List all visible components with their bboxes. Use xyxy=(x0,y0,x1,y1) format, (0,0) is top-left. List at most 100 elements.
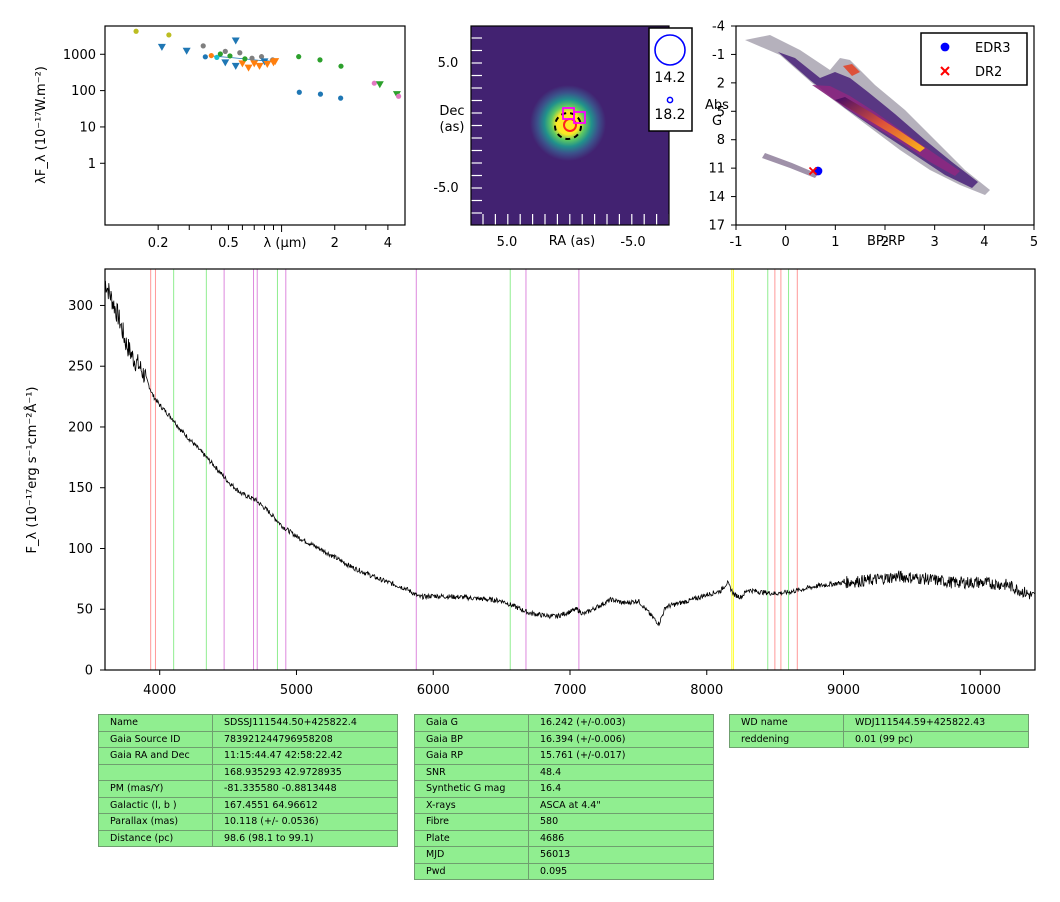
table1-row-4: PM (mas/Y) -81.335580 -0.8813448 xyxy=(98,780,398,798)
table1-key-4: PM (mas/Y) xyxy=(98,780,213,798)
sed-point-32 xyxy=(338,95,344,101)
hrd-ytick-label-2: 2 xyxy=(717,76,725,91)
table1-row-0: Name SDSSJ111544.50+425822.4 xyxy=(98,714,398,732)
hrd-legend-box xyxy=(920,32,1028,86)
hrd-ytick-label-5: 11 xyxy=(708,162,725,177)
table1-value-4: -81.335580 -0.8813448 xyxy=(212,780,398,798)
hrd-xtick-label-0: -1 xyxy=(730,235,743,250)
table2-value-6: 580 xyxy=(528,813,714,831)
table3-row-0: WD name WDJ111544.59+425822.43 xyxy=(729,714,1029,732)
hrd-dr2-stroke-2 xyxy=(808,166,818,176)
spectrum-xtick-label-1: 5000 xyxy=(280,683,313,698)
info-table-2: Gaia G 16.242 (+/-0.003) Gaia BP 16.394 (+/… xyxy=(414,714,714,880)
table1-key-5: Galactic (l, b ) xyxy=(98,796,213,814)
sed-point-20 xyxy=(255,62,264,70)
table1-value-1: 783921244796958208 xyxy=(212,730,398,748)
spectrum-panel: 0 50 100 150 200 250 300 4000 5000 6000 7000 8000 90… xyxy=(24,268,1036,698)
table2-value-1: 16.394 (+/-0.006) xyxy=(528,730,714,748)
sed-point-15 xyxy=(238,60,247,68)
hrd-ytick-label-1: -1 xyxy=(712,48,725,63)
table2-row-9: Pwd 0.095 xyxy=(414,862,714,880)
sed-ytick-label-3: 1 xyxy=(88,157,96,172)
sed-point-16 xyxy=(242,56,248,62)
hrd-ytick-label-6: 14 xyxy=(708,190,725,205)
dashed-target-circle xyxy=(554,112,582,140)
hrd-xtick-label-3: 2 xyxy=(881,235,889,250)
sed-xtick-label-2: 2 xyxy=(331,236,339,251)
table1-key-7: Distance (pc) xyxy=(98,829,213,847)
hrd-density xyxy=(745,35,990,195)
table1-value-6: 10.118 (+/- 0.0536) xyxy=(212,813,398,831)
spectrum-ytick-label-4: 200 xyxy=(68,420,93,435)
table2-key-6: Fibre xyxy=(414,813,529,831)
image-xtick-left: 5.0 xyxy=(497,235,518,250)
spectrum-xtick-label-2: 6000 xyxy=(417,683,450,698)
table2-value-5: ASCA at 4.4" xyxy=(528,796,714,814)
hrd-legend-edr3-label: EDR3 xyxy=(975,41,1011,56)
table2-key-8: MJD xyxy=(414,846,529,864)
table2-key-7: Plate xyxy=(414,829,529,847)
table2-key-4: Synthetic G mag xyxy=(414,780,529,798)
sed-point-14 xyxy=(237,50,243,56)
image-ytick-bottom: -5.0 xyxy=(433,181,458,196)
table2-key-1: Gaia BP xyxy=(414,730,529,748)
legend-mag-2: 18.2 xyxy=(654,107,685,123)
sed-point-34 xyxy=(375,81,384,89)
table2-value-3: 48.4 xyxy=(528,763,714,781)
sed-point-3 xyxy=(182,47,191,55)
sed-point-27 xyxy=(296,54,302,60)
sed-point-1 xyxy=(166,32,172,38)
table1-key-2: Gaia RA and Dec xyxy=(98,747,213,765)
table1-row-5: Galactic (l, b ) 167.4551 64.96612 xyxy=(98,796,398,814)
spectrum-xtick-label-6: 10000 xyxy=(960,683,1001,698)
hrd-xtick-label-5: 4 xyxy=(980,235,988,250)
sed-point-19 xyxy=(250,60,259,68)
image-ytick-top: 5.0 xyxy=(438,56,459,71)
legend-mag-1: 14.2 xyxy=(654,70,685,86)
sed-xtick-label-1: 0.5 xyxy=(218,236,239,251)
table3-key-0: WD name xyxy=(729,714,844,732)
table1-value-0: SDSSJ111544.50+425822.4 xyxy=(212,714,398,732)
sed-ticks: 1000 100 10 1 0.2 0.5 2 4 xyxy=(63,48,392,251)
table2-row-0: Gaia G 16.242 (+/-0.003) xyxy=(414,714,714,732)
spectrum-ytick-label-5: 250 xyxy=(68,360,93,375)
sed-frame xyxy=(104,25,406,226)
table3-value-1: 0.01 (99 pc) xyxy=(843,730,1029,748)
table2-value-7: 4686 xyxy=(528,829,714,847)
sed-ylabel: λF_λ (10⁻¹⁷W.m⁻²) xyxy=(34,66,49,184)
sed-point-29 xyxy=(317,57,323,63)
hrd-legend-edr3-marker xyxy=(940,42,950,52)
spectrum-ytick-label-0: 0 xyxy=(85,664,93,679)
image-legend: 14.2 18.2 xyxy=(648,27,693,132)
table1-value-7: 98.6 (98.1 to 99.1) xyxy=(212,829,398,847)
table3-value-0: WDJ111544.59+425822.43 xyxy=(843,714,1029,732)
spectral-line-markers xyxy=(150,269,798,670)
table2-row-7: Plate 4686 xyxy=(414,829,714,847)
table3-row-1: reddening 0.01 (99 pc) xyxy=(729,730,1029,748)
hrd-ylabel-line2: G xyxy=(712,114,722,129)
hrd-xtick-label-6: 5 xyxy=(1030,235,1038,250)
spectrum-frame xyxy=(104,268,1036,671)
sed-point-28 xyxy=(296,89,302,95)
table2-value-0: 16.242 (+/-0.003) xyxy=(528,714,714,732)
table2-row-5: X-rays ASCA at 4.4" xyxy=(414,796,714,814)
spectrum-xtick-label-5: 9000 xyxy=(827,683,860,698)
image-ylabel-line2: (as) xyxy=(440,120,465,135)
sed-point-0 xyxy=(133,28,139,34)
table1-row-3: 168.935293 42.9728935 xyxy=(98,763,398,781)
table1-value-2: 11:15:44.47 42:58:22.42 xyxy=(212,747,398,765)
table2-value-4: 16.4 xyxy=(528,780,714,798)
sed-point-7 xyxy=(214,54,220,61)
sed-point-10 xyxy=(221,59,230,67)
hrd-xtick-label-4: 3 xyxy=(931,235,939,250)
info-table-1: Name SDSSJ111544.50+425822.4 Gaia Source I… xyxy=(98,714,398,847)
sed-ytick-label-0: 1000 xyxy=(63,48,96,63)
spectrum-ytick-label-1: 50 xyxy=(76,603,93,618)
sed-point-5 xyxy=(202,54,208,60)
legend-big-circle xyxy=(654,34,686,66)
table2-value-8: 56013 xyxy=(528,846,714,864)
table2-row-1: Gaia BP 16.394 (+/-0.006) xyxy=(414,730,714,748)
sed-xlabel: λ (μm) xyxy=(264,236,307,251)
image-xtick-right: -5.0 xyxy=(620,235,645,250)
table1-row-7: Distance (pc) 98.6 (98.1 to 99.1) xyxy=(98,829,398,847)
